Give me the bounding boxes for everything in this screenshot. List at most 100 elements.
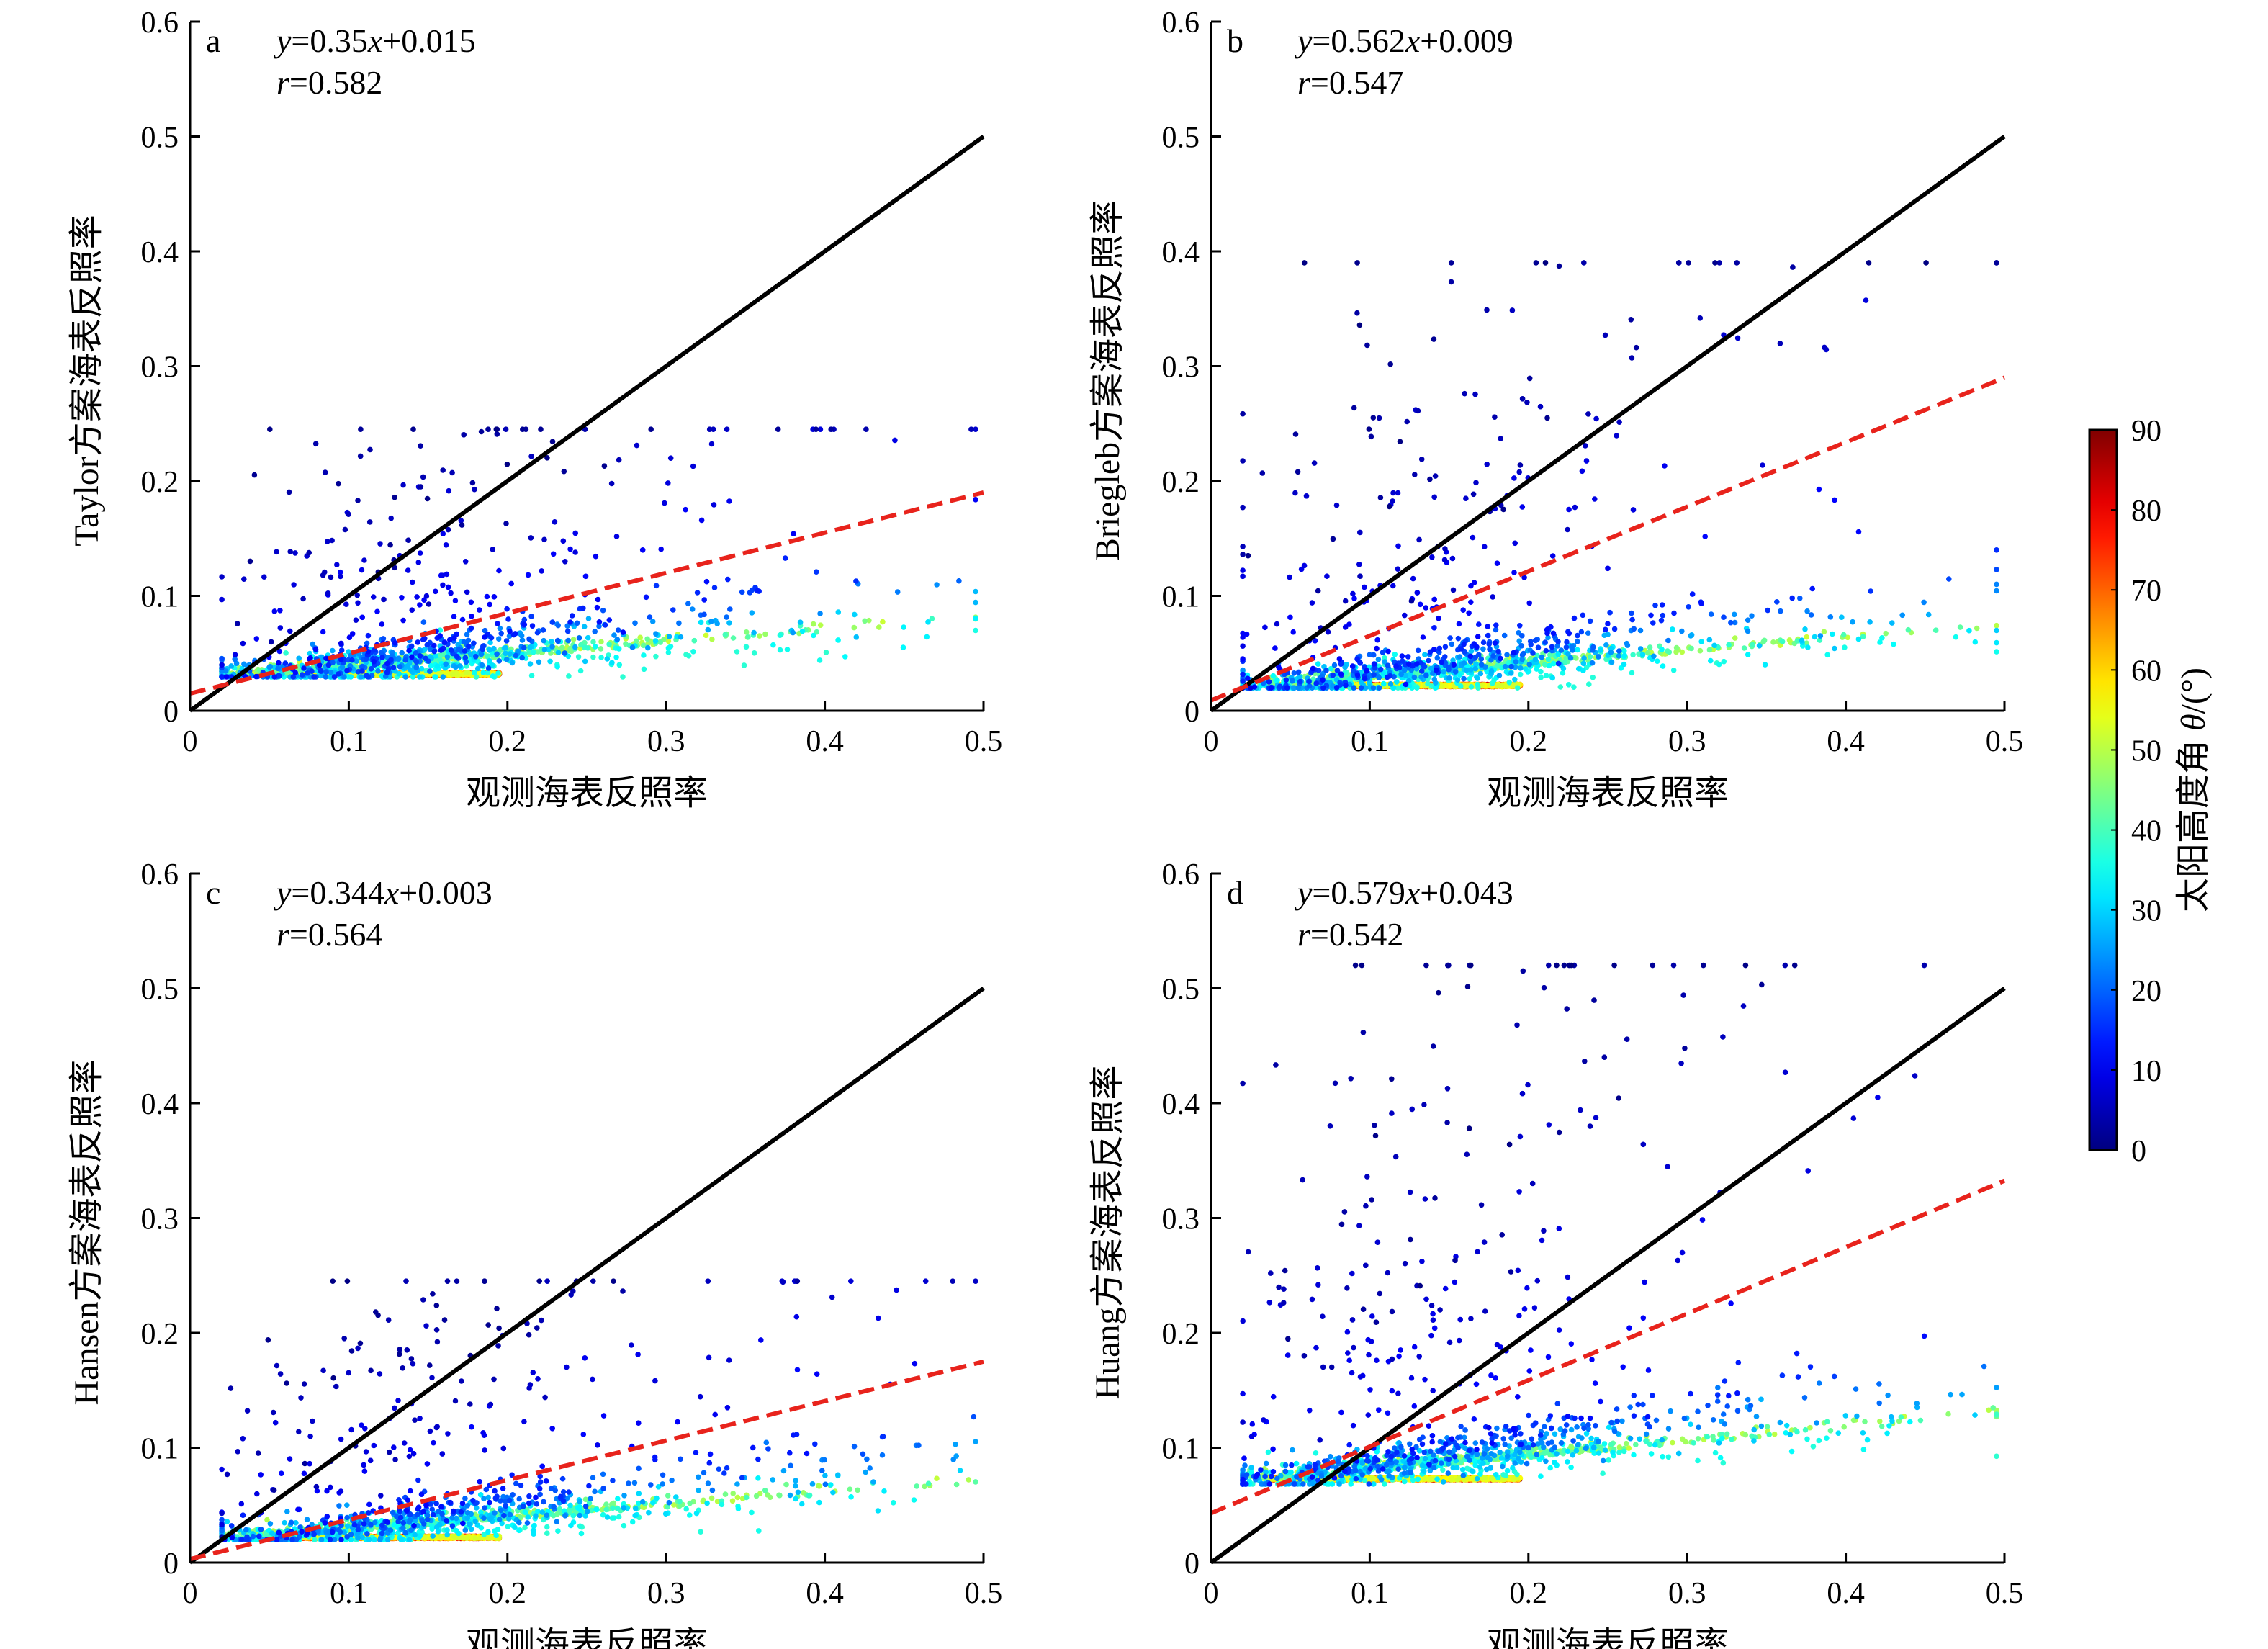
scatter-point [478,428,485,435]
scatter-point [726,620,732,626]
scatter-point [555,650,562,655]
x-tick-label: 0.5 [965,725,1003,758]
scatter-point [503,426,509,432]
scatter-point [240,640,246,647]
scatter-point [520,426,526,432]
scatter-point [459,522,465,528]
scatter-point [433,588,438,595]
scatter-point [643,594,649,601]
scatter-point [494,651,500,657]
scatter-point [508,580,514,587]
scatter-point [495,621,500,626]
scatter-point [494,431,500,437]
scatter-point [399,650,405,656]
scatter-point [528,614,534,619]
scatter-point [852,611,858,618]
scatter-point [424,495,431,502]
scatter-point [443,542,449,548]
scatter-point [338,573,343,580]
scatter-point [364,673,369,678]
scatter-point [309,668,315,674]
scatter-point [415,560,422,565]
scatter-point [426,601,432,607]
scatter-point [417,602,423,608]
scatter-points [1240,260,1999,691]
scatter-point [330,647,336,654]
scatter-point [685,653,692,659]
scatter-point [219,662,225,668]
scatter-point [379,621,385,627]
scatter-point [462,648,468,654]
scatter-point [496,658,503,664]
scatter-point [267,426,273,432]
scatter-point [1645,650,1651,656]
scatter-point [424,642,431,648]
scatter-point [271,608,278,614]
scatter-point [598,646,604,652]
scatter-point [541,637,546,644]
panel-b: 0 0.1 0.2 0.3 0.4 0.500.10.20.30.40.50.6观测海表反… [1089,6,2023,812]
scatter-point [504,606,510,612]
scatter-point [427,668,433,674]
scatter-point [851,624,858,631]
scatter-point [241,576,247,582]
scatter-point [596,619,603,625]
scatter-point [670,607,676,613]
y-tick-label: 0.3 [141,351,179,385]
scatter-point [701,611,707,618]
scatter-point [322,469,328,475]
scatter-point [701,597,707,603]
scatter-point [241,661,247,668]
scatter-point [714,621,720,626]
scatter-point [657,639,663,645]
scatter-point [219,574,225,580]
scatter-point [536,659,542,665]
scatter-point [592,644,598,650]
scatter-point [722,632,729,638]
scatter-point [468,625,474,632]
scatter-point [620,629,626,635]
scatter-point [346,511,351,517]
scatter-point [253,673,259,680]
scatter-point [431,642,437,649]
scatter-point [634,442,640,449]
scatter-point [473,654,479,660]
scatter-point [464,670,469,676]
scatter-point [616,457,622,463]
scatter-point [496,567,502,574]
scatter-point [678,634,684,640]
scatter-point [1840,632,1847,638]
scatter-point [342,526,348,533]
scatter-point [283,650,289,656]
scatter-point [816,657,823,663]
scatter-point [449,469,455,476]
scatter-point [892,437,898,444]
scatter-point [1706,647,1713,653]
scatter-point [219,656,225,662]
scatter-point [423,655,428,662]
scatter-point [698,619,704,626]
scatter-point [428,662,434,669]
scatter-point [300,672,305,678]
one-to-one-line [189,135,985,713]
scatter-point [384,670,390,675]
scatter-point [358,674,364,680]
scatter-point [325,590,331,596]
scatter-point [418,484,424,490]
scatter-point [711,502,717,508]
scatter-point [598,655,604,660]
scatter-point [449,671,456,678]
scatter-point [600,607,606,614]
scatter-point [268,639,274,645]
scatter-point [405,663,410,669]
scatter-point [853,634,860,640]
scatter-point [562,559,568,565]
scatter-point [445,584,451,590]
scatter-point [444,654,451,660]
scatter-point [490,547,496,552]
scatter-point [484,593,490,600]
scatter-point [835,637,841,643]
scatter-point [292,670,299,675]
scatter-point [232,652,238,657]
scatter-point [572,644,578,650]
